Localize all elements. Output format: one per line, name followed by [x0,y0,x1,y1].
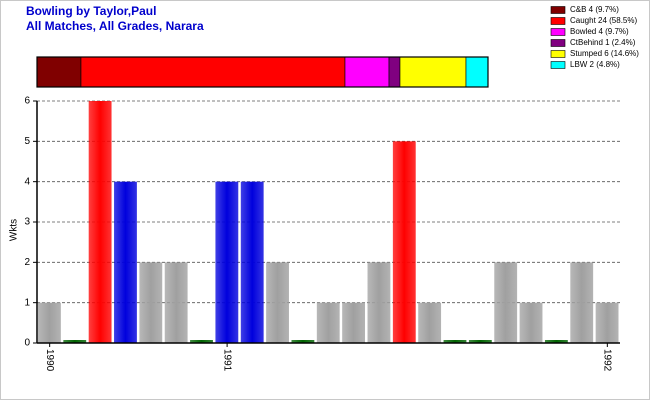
proportion-segment [344,56,390,88]
bar [240,181,264,343]
bar [595,302,619,343]
legend-label: LBW 2 (4.8%) [570,60,620,69]
bar [266,262,289,343]
proportion-frame [36,56,489,88]
legend-swatch [550,6,566,14]
y-tick-label: 4 [24,176,30,187]
legend-swatch [550,28,566,36]
bar [316,302,340,343]
proportion-segment [36,56,82,88]
legend-label: Bowled 4 (9.7%) [570,27,629,36]
y-tick-label: 1 [24,297,30,308]
y-tick-label: 3 [24,217,30,228]
chart-subtitle: All Matches, All Grades, Narara [26,19,204,33]
bar [190,340,213,343]
bar [38,302,61,343]
bar [544,340,568,343]
bar [494,262,518,343]
legend-label: CtBehind 1 (2.4%) [570,38,636,47]
y-tick-label: 0 [24,338,30,349]
chart-title: Bowling by Taylor,Paul [26,4,156,18]
bar [418,302,442,343]
legend-swatch [550,17,566,25]
proportion-segment [465,56,489,88]
x-tick-label: 1990 [44,349,55,372]
legend-swatch [550,39,566,47]
x-tick-label: 1991 [221,349,232,372]
proportion-segment [80,56,346,88]
y-axis-label: Wkts [9,219,20,241]
bar [342,302,366,343]
legend-label: Stumped 6 (14.6%) [570,49,639,58]
bar [139,262,163,343]
bar [114,181,137,343]
bar [164,262,188,343]
legend-label: C&B 4 (9.7%) [570,5,619,14]
y-tick-label: 5 [24,136,30,147]
legend-swatch [550,61,566,69]
bar [367,262,391,343]
y-tick-label: 2 [24,257,30,268]
bar [63,340,87,343]
legend-swatch [550,50,566,58]
bar [468,340,492,343]
bar [519,302,543,343]
bar [215,181,239,343]
proportion-segment [388,56,401,88]
y-tick-label: 6 [24,96,30,107]
bar [291,340,315,343]
bar [88,101,112,343]
proportion-segment [399,56,467,88]
bar [443,340,467,343]
bar [570,262,594,343]
bar [392,141,416,343]
x-tick-label: 1992 [602,349,613,372]
legend-label: Caught 24 (58.5%) [570,16,637,25]
